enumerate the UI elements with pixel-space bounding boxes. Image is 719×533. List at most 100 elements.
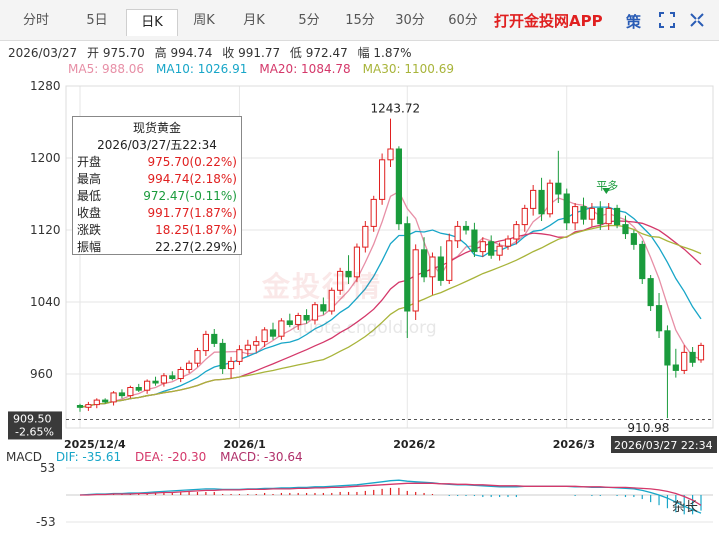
strategy-icon[interactable]: 策 [626, 13, 642, 31]
dif-line [79, 479, 702, 514]
tab-5日[interactable]: 5日 [86, 13, 108, 28]
candle-body [177, 369, 184, 379]
candle-body [664, 330, 671, 366]
candle-body [194, 350, 201, 364]
candle-body [563, 193, 570, 224]
tab-30分[interactable]: 30分 [395, 13, 425, 28]
tab-月K[interactable]: 月K [243, 13, 265, 28]
y-tick-label: 960 [30, 367, 53, 381]
candle-body [311, 304, 319, 321]
candle-body [253, 341, 260, 346]
candle-body [211, 333, 218, 344]
candle-body [135, 387, 142, 391]
info-amplitude: 幅 1.87% [357, 46, 412, 60]
candle-body [588, 207, 596, 220]
candle-body [622, 224, 629, 235]
ma-legend-2: MA20: 1084.78 [259, 62, 351, 76]
candle-body [295, 315, 302, 325]
tab-周K[interactable]: 周K [193, 13, 215, 28]
candle-body [429, 256, 436, 278]
period-tab-bar: 分时 5日 日K 周K 月K 5分 15分 30分 60分 打开金投网APP 策 [0, 0, 719, 41]
candle-body [370, 198, 377, 227]
tab-60分[interactable]: 60分 [448, 13, 478, 28]
corner-label: 杂长 [672, 500, 699, 515]
tooltip-date: 2026/03/27/五22:34 [97, 138, 217, 152]
candle-body [261, 329, 268, 343]
candle-body [496, 245, 503, 256]
ma-legend-0: MA5: 988.06 [68, 62, 145, 76]
candle-body [580, 206, 587, 220]
tooltip-row: 最低 972.47(-0.11%) [73, 188, 241, 205]
tooltip-label: 最高 [77, 172, 102, 186]
candle-body [697, 344, 705, 361]
candle-body [219, 342, 226, 370]
candle-body [144, 380, 151, 391]
high-label: 1243.72 [371, 102, 421, 116]
x-tick-label: 2026/1 [223, 438, 265, 451]
tab-5分[interactable]: 5分 [298, 13, 320, 28]
candle-body [572, 206, 579, 224]
x-tick-label: 2025/12/4 [64, 438, 126, 451]
candle-body [102, 399, 109, 403]
candle-body [110, 392, 117, 403]
tab-日K[interactable]: 日K [126, 9, 178, 36]
candle-body [202, 333, 209, 352]
ma-legend: MA5: 988.06 MA10: 1026.91 MA20: 1084.78 MA3… [68, 62, 466, 76]
crosshair-time: 2026/03/27 22:34 [614, 439, 713, 452]
y-tick-label: 1280 [30, 79, 61, 93]
tooltip-value: 991.77(1.87%) [147, 206, 237, 220]
candle-body [412, 249, 419, 312]
open-app-link[interactable]: 打开金投网APP [494, 12, 603, 30]
candle-body [118, 392, 126, 397]
tab-分时[interactable]: 分时 [22, 13, 49, 28]
macd-dea: DEA: -20.30 [134, 450, 207, 464]
info-high: 高 994.74 [154, 46, 213, 60]
candle-body [462, 225, 470, 231]
kline-chart[interactable]: 1280 1200 1120 1040 960 1243.72 910.98 平多 909.50… [0, 78, 719, 533]
candle-body [647, 278, 654, 307]
candle-body [530, 189, 537, 209]
macd-y-tick: 53 [40, 461, 55, 475]
ma10-line [79, 206, 702, 408]
candle-body [504, 238, 512, 247]
candle-body [320, 304, 327, 312]
candle-body [597, 207, 604, 225]
candle-body [303, 315, 310, 321]
x-tick-label: 2026/2 [393, 438, 435, 451]
macd-value: MACD: -30.64 [220, 450, 303, 464]
candle-body [639, 243, 646, 280]
watermark-text: 金投行情 [262, 270, 383, 303]
candle-body [513, 224, 520, 240]
ma30-line [79, 224, 702, 408]
expand-icon[interactable] [658, 11, 676, 29]
candle-body [227, 360, 235, 370]
info-date: 2026/03/27 [8, 46, 78, 60]
tab-15分[interactable]: 15分 [345, 13, 375, 28]
y-tick-label: 1040 [30, 295, 61, 309]
fullscreen-icon[interactable] [688, 11, 706, 29]
candle-body [278, 320, 285, 337]
info-open: 开 975.70 [87, 46, 145, 60]
candle-body [395, 148, 402, 225]
candle-body [160, 375, 168, 384]
tooltip-label: 开盘 [77, 155, 102, 169]
candle-body [185, 362, 193, 371]
candle-body [471, 229, 478, 253]
candle-body [345, 270, 352, 278]
macd-y-tick: -53 [36, 515, 56, 529]
candle-body [236, 349, 243, 362]
signal-arrow [602, 188, 611, 194]
ohlc-info-row: 2026/03/27 开 975.70 高 994.74 收 991.77 低 … [8, 44, 418, 61]
tooltip-row: 最高 994.74(2.18%) [73, 171, 241, 188]
y-tick-label: 1200 [30, 151, 61, 165]
tooltip-value: 994.74(2.18%) [147, 172, 237, 186]
tooltip-label: 收盘 [77, 206, 102, 220]
candle-body [681, 351, 688, 371]
candle-body [420, 249, 428, 278]
candle-body [353, 246, 361, 278]
candle-body [689, 351, 696, 363]
tooltip-value: 975.70(0.22%) [147, 155, 237, 169]
candle-body [127, 387, 134, 397]
price-tooltip: 现货黄金 2026/03/27/五22:34 开盘 975.70(0.22%) 最高… [72, 116, 242, 255]
candle-body [605, 207, 612, 225]
